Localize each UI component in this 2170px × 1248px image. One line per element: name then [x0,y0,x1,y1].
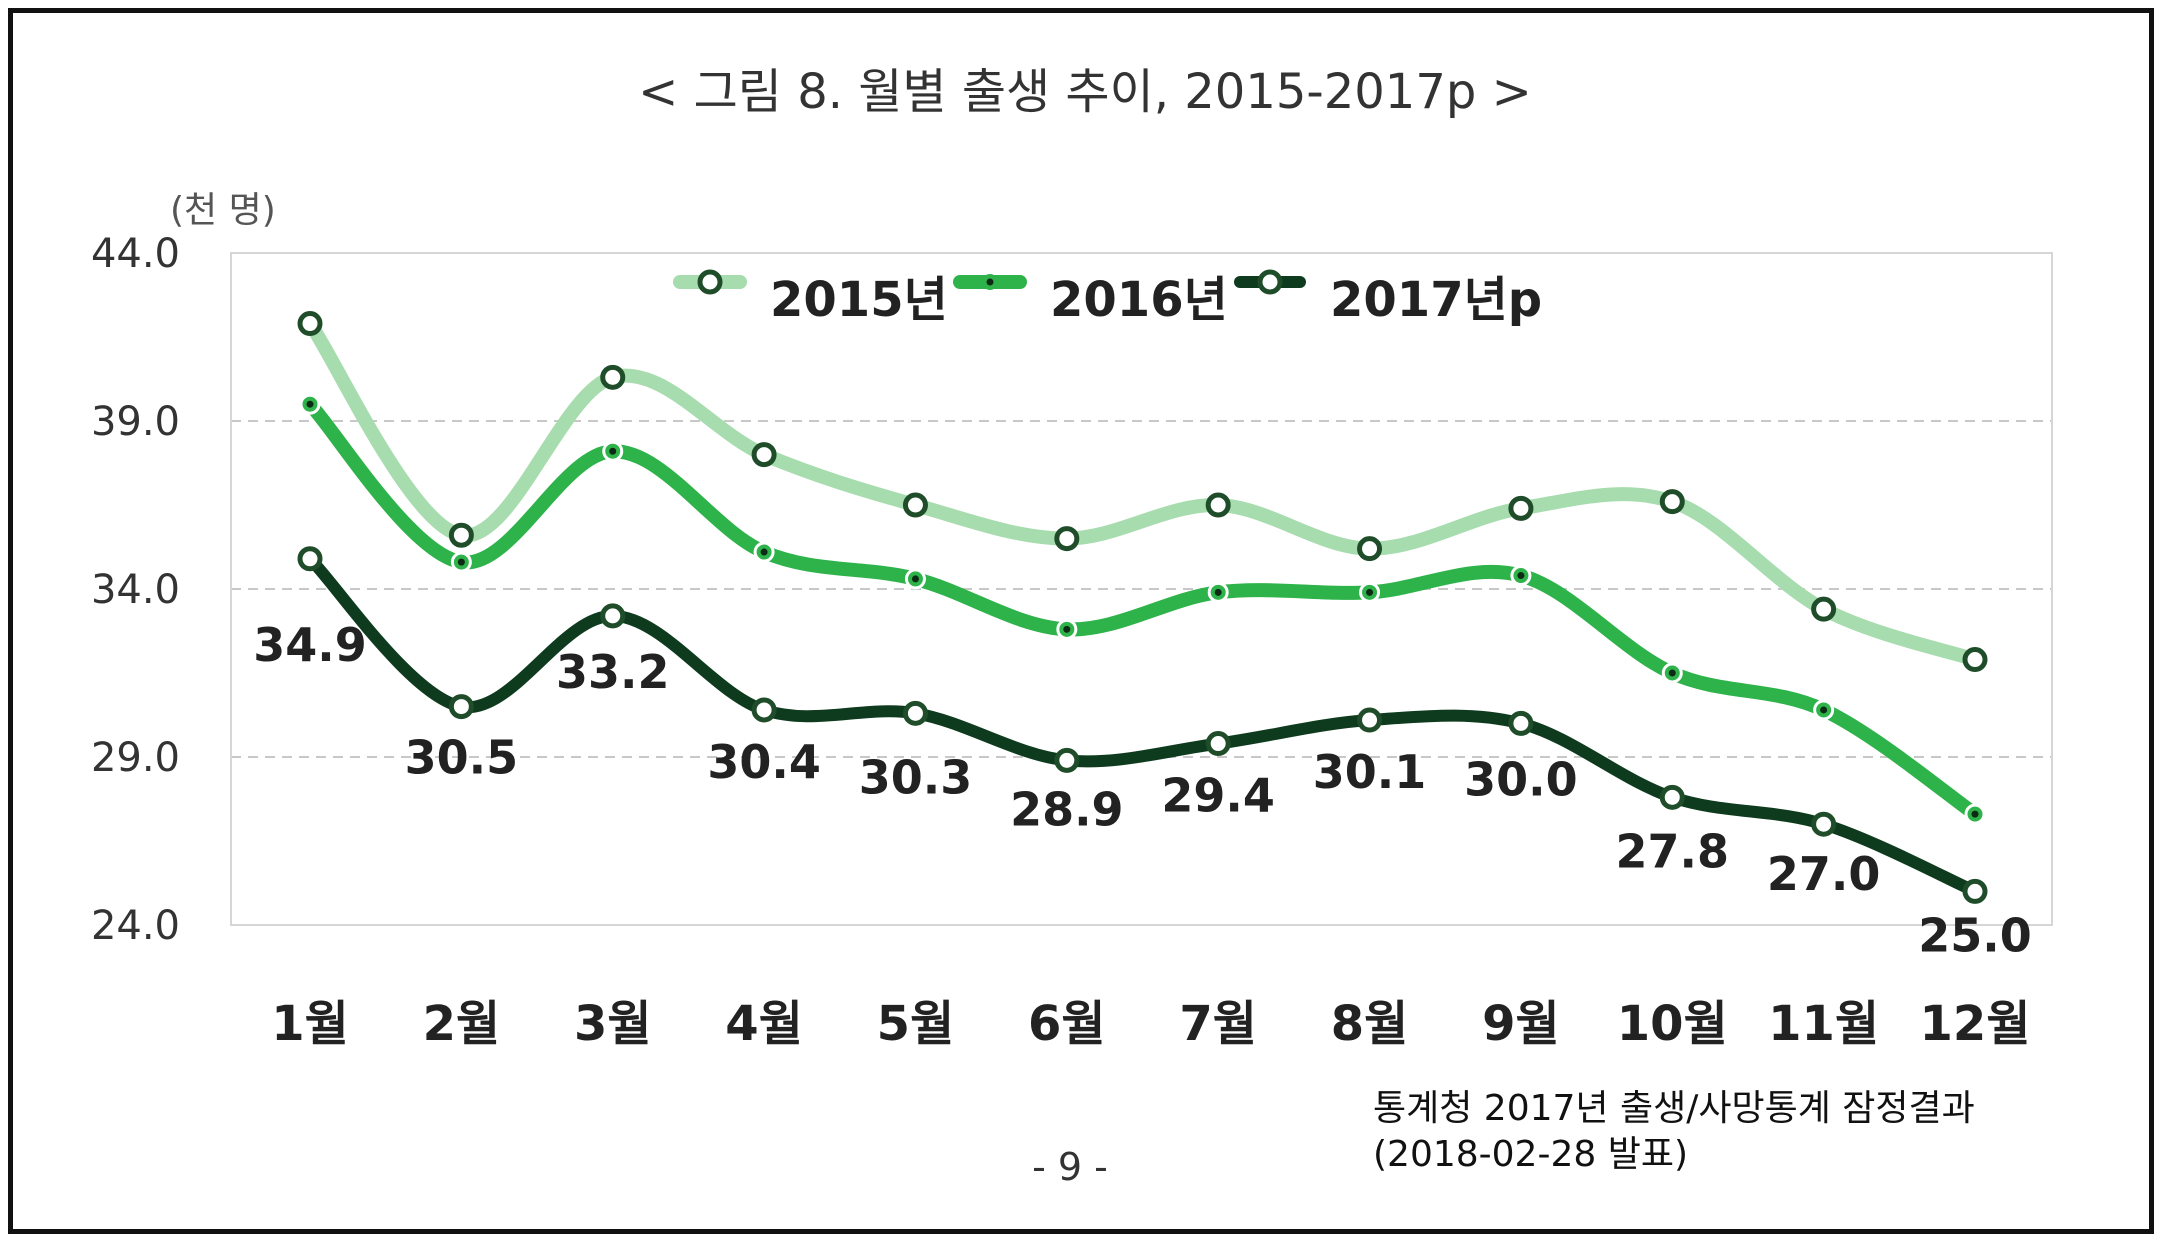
series-0-point [600,364,626,390]
legend-swatch-marker [1257,269,1283,295]
series-2-point [1659,784,1685,810]
series-2-point [1508,710,1534,736]
series-1-point-center [1517,572,1525,580]
legend-swatch-marker [697,269,723,295]
y-tick-label: 44.0 [91,231,180,277]
data-label: 30.4 [707,735,821,789]
series-0-point [1205,492,1231,518]
series-2-point [600,603,626,629]
series-2-point [751,697,777,723]
x-tick-label: 3월 [574,996,652,1052]
series-2-point [1205,731,1231,757]
series-2-point [297,546,323,572]
x-tick-label: 7월 [1179,996,1257,1052]
source-line-1: 통계청 2017년 출생/사망통계 잠정결과 [1373,1088,1975,1129]
grid-lines [231,420,2052,758]
data-label: 28.9 [1010,782,1124,836]
x-tick-label: 1월 [271,996,349,1052]
legend-label: 2017년p [1330,272,1542,328]
data-label: 29.4 [1161,769,1275,823]
y-unit-label: (천 명) [170,190,276,231]
legend: 2015년 2016년 2017년p [673,269,1542,328]
data-labels: 34.9 30.5 33.2 30.4 30.3 28.9 29.4 30.1 30.0 27.8… [253,618,2032,963]
series-0-point [297,311,323,337]
series-1-point-center [911,575,919,583]
y-tick-label: 29.0 [91,735,180,781]
series-group [297,311,1988,904]
series-2-point [902,700,928,726]
series-2-point [448,694,474,720]
plot-area-border [230,252,2053,926]
y-tick-label: 34.0 [91,567,180,613]
x-tick-label: 6월 [1028,996,1106,1052]
series-1-point-center [1366,588,1374,596]
x-tick-label: 12월 [1920,996,2031,1052]
x-tick-label: 4월 [725,996,803,1052]
data-label: 34.9 [253,618,367,672]
data-label: 33.2 [556,645,670,699]
y-axis-ticks: 44.0 39.0 34.0 29.0 24.0 [91,231,180,949]
x-tick-label: 10월 [1617,996,1728,1052]
legend-swatch-marker-center [986,278,994,286]
series-2-point [1054,747,1080,773]
data-label: 30.5 [405,731,519,785]
chart-title: < 그림 8. 월별 출생 추이, 2015-2017p > [638,64,1532,120]
x-tick-label: 5월 [877,996,955,1052]
x-tick-label: 11월 [1768,996,1879,1052]
series-1-point-center [306,400,314,408]
series-0-point [1054,526,1080,552]
series-1-point-center [1063,625,1071,633]
x-tick-label: 2월 [423,996,501,1052]
data-label: 27.0 [1767,847,1881,901]
series-0-point [1659,489,1685,515]
series-2-point [1962,878,1988,904]
series-0-point [1962,647,1988,673]
data-label: 30.1 [1313,745,1427,799]
data-label: 27.8 [1616,824,1730,878]
legend-label: 2015년 [770,272,948,328]
series-1-point-center [760,548,768,556]
series-1-point-center [1820,706,1828,714]
series-2-point [1811,811,1837,837]
x-tick-label: 9월 [1482,996,1560,1052]
page-number: - 9 - [1032,1145,1108,1189]
series-0-point [1811,596,1837,622]
legend-label: 2016년 [1050,272,1228,328]
series-0-point [902,492,928,518]
y-tick-label: 24.0 [91,903,180,949]
series-1-point-center [609,447,617,455]
series-2-point [1357,707,1383,733]
x-tick-label: 8월 [1331,996,1409,1052]
data-label: 30.3 [859,750,973,804]
series-1-point-center [457,558,465,566]
series-0-point [448,522,474,548]
series-1-point-center [1668,669,1676,677]
series-0-point [751,442,777,468]
series-1-point-center [1214,588,1222,596]
series-0-point [1508,495,1534,521]
x-axis-ticks: 1월 2월 3월 4월 5월 6월 7월 8월 9월 10월 11월 12월 [271,996,2030,1052]
data-label: 25.0 [1918,908,2032,962]
source-line-2: (2018-02-28 발표) [1373,1134,1688,1175]
y-tick-label: 39.0 [91,399,180,445]
series-0-point [1357,536,1383,562]
series-1-point-center [1971,810,1979,818]
data-label: 30.0 [1464,752,1578,806]
